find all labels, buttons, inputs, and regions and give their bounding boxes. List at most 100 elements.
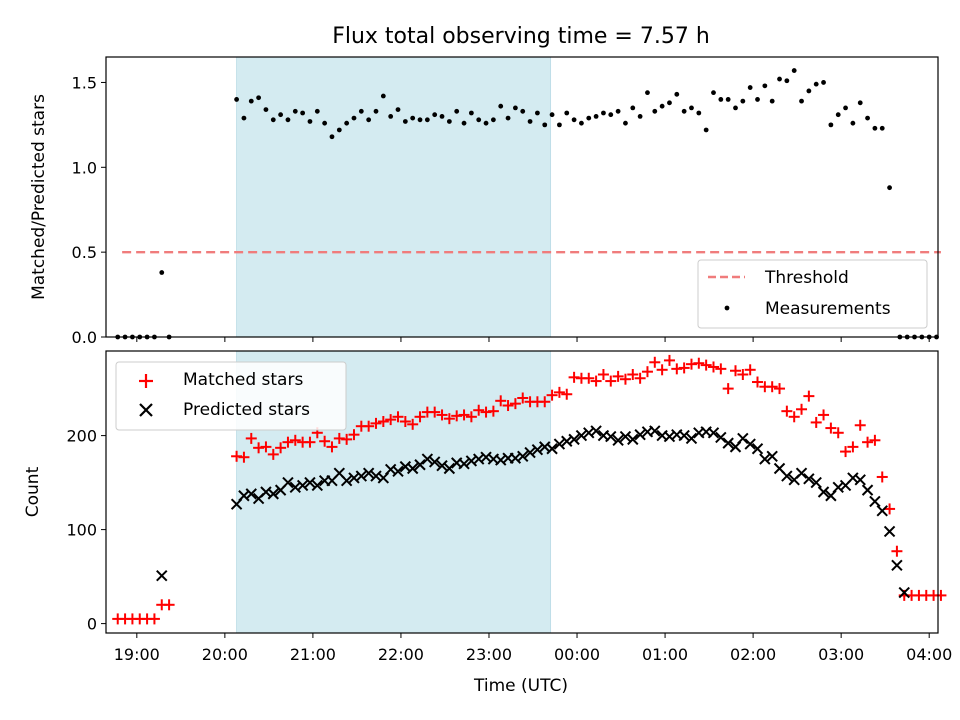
measurement-point [667,100,672,106]
y-tick-label: 100 [66,521,97,540]
measurement-point [432,112,438,118]
y-tick-label: 0 [87,615,97,634]
measurement-point [358,108,364,114]
measurement-point [285,117,291,123]
top-legend-box [697,259,928,329]
matched-star-point [509,398,521,410]
matched-star-point [443,413,455,425]
matched-star-point [788,411,800,423]
matched-star-point [465,411,477,423]
matched-star-point [399,416,411,427]
measurement-point [476,117,482,123]
bottom-x-ticks: 19:00 20:00 21:00 22:00 23:00 00:00 01:00 02:00… [114,633,952,664]
predicted-star-point [340,475,353,487]
predicted-star-point [803,473,815,485]
legend-matched-label: Matched stars [183,370,303,390]
predicted-star-point [524,446,536,459]
x-tick-label: 02:00 [730,645,776,664]
bottom-y-axis-label: Count [23,466,43,517]
measurement-point [461,120,467,126]
legend-matched-swatch [139,374,153,388]
matched-star-point [810,416,822,428]
predicted-star-point [722,437,734,449]
matched-star-point [267,448,279,460]
measurement-point [483,120,489,126]
matched-star-point [752,376,764,388]
measurement-point [314,108,320,114]
measurement-point [505,115,511,121]
measurement-point [740,98,746,104]
measurement-point [564,110,570,116]
x-tick-label: 23:00 [466,645,512,664]
legend-predicted-label: Predicted stars [183,400,310,420]
measurement-point [784,78,790,84]
measurement-point [747,85,753,90]
observing-window-shade [236,56,552,338]
matched-star-point [825,422,837,434]
bottom-legend: Matched stars Predicted stars [115,361,347,431]
measurement-point [777,76,782,82]
matched-star-point [260,441,272,453]
measurement-point [623,120,628,126]
measurement-point [637,113,643,119]
measurement-point [843,105,848,111]
predicted-star-point [575,429,588,442]
matched-star-point [649,356,661,368]
measurement-point [512,105,518,111]
predicted-star-point [156,569,168,582]
matched-star-point [803,390,815,402]
measurement-point [388,113,394,119]
measurement-point [234,97,239,102]
matched-star-point [385,414,397,426]
measurement-point [791,68,797,73]
top-plot-frame [105,56,939,338]
matched-star-point [289,434,301,446]
predicted-star-point [414,459,426,471]
predicted-star-point [531,443,544,456]
measurement-point [762,83,768,89]
predicted-star-point [282,476,294,489]
measurement-point [307,119,313,124]
measurement-point [278,112,284,118]
predicted-star-point [744,438,756,450]
bottom-panel: 0 100 200 19:00 20:00 21:00 22:00 23:00 00:00 01… [23,350,952,696]
predicted-star-point [355,470,368,482]
matched-star-point [876,471,888,483]
matched-star-point [473,404,485,416]
predicted-star-point [861,484,874,496]
matched-star-point [517,392,529,404]
predicted-star-point [392,465,404,478]
matched-star-point [245,432,257,444]
x-tick-label: 00:00 [554,645,600,664]
matched-star-point [326,441,338,453]
bottom-legend-box [115,361,347,431]
predicted-star-point [781,470,793,482]
measurement-point [879,125,885,131]
matched-star-point [862,436,874,448]
measurement-point [696,110,702,116]
measurement-point [725,97,731,102]
top-y-ticks: 0.0 0.5 1.0 1.5 [72,73,106,347]
x-tick-label: 04:00 [906,645,952,664]
matched-star-point [730,365,742,377]
measurement-point [579,120,584,126]
top-x-ticks [136,337,930,342]
matched-star-point [487,405,499,417]
matched-star-point [348,429,360,441]
predicted-star-point [605,430,617,443]
matched-star-point [583,372,595,384]
measurement-point [490,117,496,123]
bottom-plot-frame [105,350,939,634]
matched-star-point [744,364,756,376]
matched-star-point [656,364,668,376]
predicted-star-point [428,456,441,468]
matched-star-point [832,427,844,439]
measurement-point [549,112,555,118]
measurement-point [424,117,430,123]
measurement-point [454,108,460,114]
measurement-point [329,134,335,140]
measurement-point [571,117,577,123]
matched-star-point [707,361,719,373]
predicted-star-point [898,586,910,599]
predicted-stars-series [156,425,910,599]
